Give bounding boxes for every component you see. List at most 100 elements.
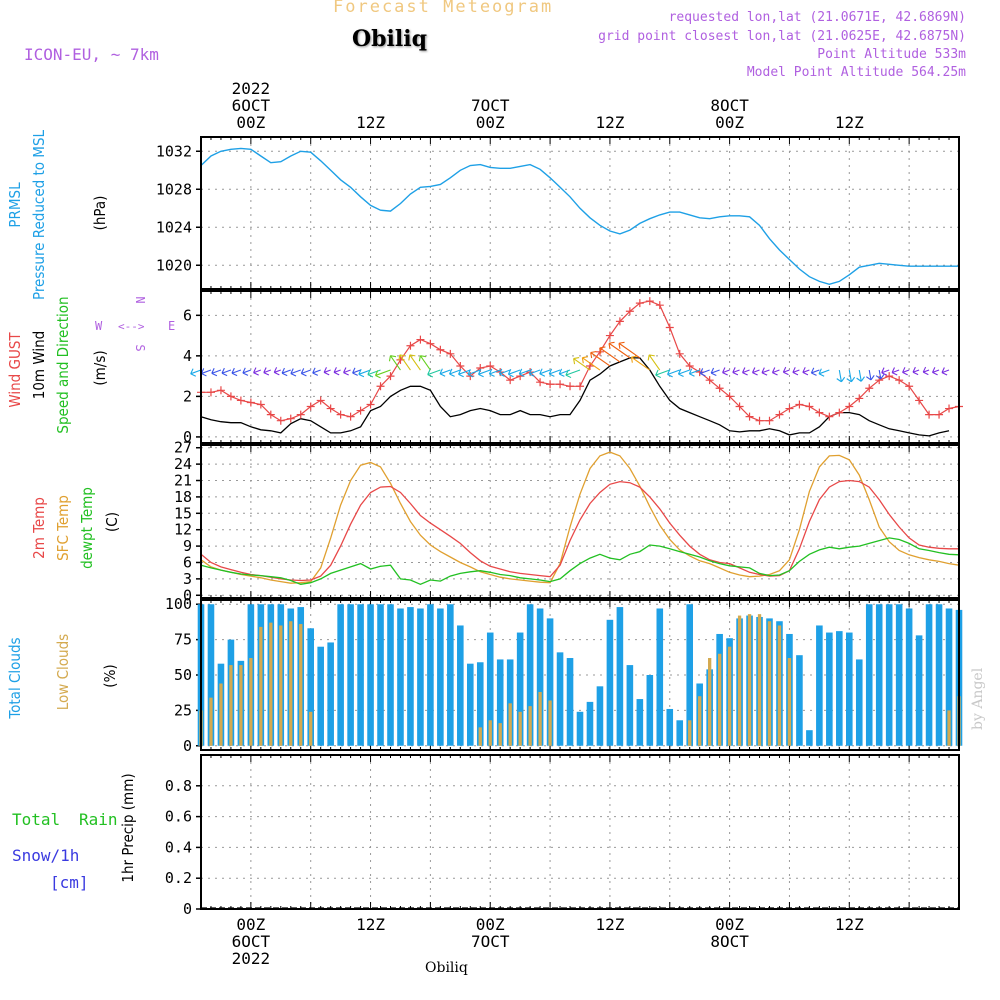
wind-direction-arrow (836, 369, 846, 383)
low-cloud-bar (548, 700, 552, 746)
wind-direction-arrow (398, 354, 411, 371)
footer-station: Obiliq (425, 960, 468, 976)
dewpt-legend: dewpt Temp (78, 487, 96, 569)
gust-marker (665, 323, 674, 332)
total-cloud-bar (616, 607, 624, 746)
total-cloud-bar (816, 625, 823, 746)
wind-direction-arrow (771, 367, 780, 376)
gust-marker (356, 406, 365, 415)
total-cloud-bar (407, 607, 414, 746)
low-cloud-bar (767, 621, 772, 746)
wind-direction-arrow (312, 367, 321, 376)
gust-marker (436, 345, 445, 354)
low-cloud-bar (488, 720, 492, 746)
low-cloud-bar (717, 653, 722, 746)
gust-marker (306, 402, 315, 411)
gust-marker (406, 341, 415, 350)
wind-direction-arrow (856, 369, 865, 382)
y-tick-label: 0 (183, 737, 192, 755)
gust-marker (855, 394, 864, 403)
wind-direction-arrow (782, 366, 790, 376)
gust-marker (246, 398, 255, 407)
bottom-time-label: 8OCT (710, 932, 749, 951)
wind-direction-arrow (242, 367, 252, 376)
gust-marker (576, 382, 584, 391)
gust-marker (795, 400, 804, 409)
low-cloud-bar (299, 624, 303, 746)
total-cloud-bar (516, 632, 524, 746)
total-cloud-bar (556, 652, 564, 746)
wind-direction-arrow (477, 368, 491, 378)
total-cloud-bar (806, 730, 813, 746)
total-cloud-bar (476, 662, 484, 746)
wind-direction-arrow (263, 367, 272, 376)
y-tick-label: 1024 (156, 218, 192, 236)
gust-marker (625, 307, 634, 316)
bottom-time-label: 7OCT (471, 932, 510, 951)
low-cloud-bar (269, 622, 273, 746)
compass-n: N (133, 296, 147, 303)
wind-direction-arrow (558, 368, 571, 377)
total-cloud-bar (836, 631, 843, 746)
wind-direction-arrow (742, 367, 750, 376)
pressure-legend: Pressure Reduced to MSL (30, 129, 48, 300)
wind-direction-arrow (655, 369, 670, 379)
wind-direction-arrow (618, 341, 641, 359)
total-cloud-bar (586, 701, 594, 746)
low-clouds-legend: Low Clouds (54, 634, 72, 710)
total-cloud-bar (357, 604, 364, 746)
precip-ylabel: 1hr Precip (mm) (119, 773, 137, 882)
gust-marker (945, 404, 954, 413)
top-time-label: 12Z (595, 113, 624, 132)
y-tick-label: 6 (183, 553, 192, 571)
gust-marker (615, 317, 624, 326)
total-cloud-bar (686, 604, 694, 746)
gust-marker (536, 378, 545, 387)
precip-rain-legend: Rain (79, 810, 118, 829)
wind-direction-arrow (333, 367, 341, 376)
gust-marker (486, 361, 495, 370)
y-tick-label: 18 (174, 488, 192, 506)
wind-direction-arrow (647, 354, 661, 371)
low-cloud-bar (498, 723, 502, 746)
wind-direction-arrow (253, 367, 262, 376)
gust-marker (326, 404, 335, 413)
total-cloud-bar (427, 604, 434, 746)
total-cloud-bar (845, 632, 853, 746)
low-cloud-bar (508, 703, 512, 746)
wind-direction-arrow (722, 367, 730, 376)
y-tick-label: 1028 (156, 180, 192, 198)
wind-direction-arrow (866, 369, 875, 381)
bottom-time-label: 00Z (715, 915, 744, 934)
wind-direction-arrow (518, 368, 531, 377)
gust-marker (605, 331, 614, 340)
gust-marker (705, 376, 714, 385)
gust-marker (556, 380, 565, 389)
wind-direction-arrow (323, 367, 331, 376)
wind-direction-arrow (590, 350, 611, 367)
wind-legend: 10m Wind (30, 331, 48, 400)
low-cloud-bar (239, 665, 243, 746)
wind-direction-arrow (427, 369, 441, 378)
low-cloud-bar (219, 683, 223, 746)
wind-direction-arrow (881, 367, 890, 376)
gust-marker (635, 299, 644, 308)
y-tick-label: 50 (174, 666, 192, 684)
gust-marker (206, 388, 215, 397)
gust-marker (755, 416, 764, 425)
total-cloud-bar (596, 686, 604, 746)
gust-marker (506, 376, 515, 385)
top-time-label: 12Z (356, 113, 385, 132)
wind-direction-arrow (608, 341, 631, 359)
wind-direction-arrow (931, 367, 940, 376)
wind-direction-arrow (388, 355, 401, 371)
gust-marker (835, 408, 844, 417)
y-tick-label: 0.8 (165, 777, 192, 795)
total-cloud-bar (885, 604, 893, 746)
gust-marker (765, 416, 774, 425)
wind-direction-arrow (922, 366, 930, 376)
temp-2m-legend: 2m Temp (30, 497, 48, 559)
wind-direction-arrow (343, 367, 351, 376)
gust-marker (316, 396, 325, 405)
gust-marker (416, 335, 425, 344)
